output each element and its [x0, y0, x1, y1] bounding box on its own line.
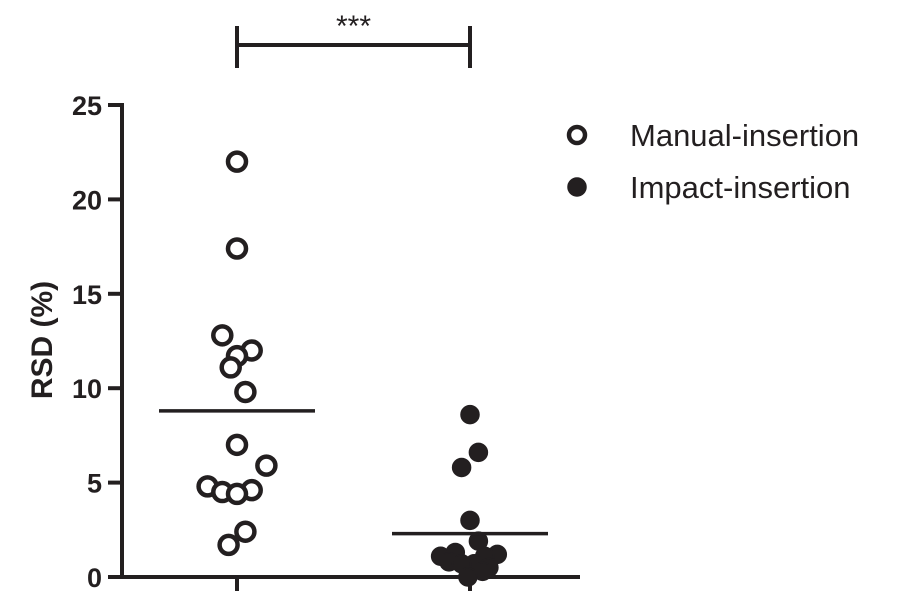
manual-point-7: [234, 380, 257, 404]
impact-point-1: [460, 404, 480, 425]
y-tick-label-0: 0: [87, 563, 102, 593]
y-axis-title: RSD (%): [26, 281, 59, 399]
manual-point-2: [225, 237, 249, 260]
y-tick-label-25: 25: [72, 91, 102, 121]
manual-point-3: [211, 324, 234, 347]
manual-point-9: [255, 454, 278, 477]
manual-point-6: [219, 356, 242, 379]
manual-point-1: [225, 150, 249, 173]
legend: Manual-insertion Impact-insertion: [566, 118, 859, 205]
y-axis: 0 5 10 15 20 25: [72, 91, 124, 593]
data-points: [196, 150, 508, 587]
legend-marker-impact: [567, 177, 587, 197]
x-axis: [120, 575, 580, 591]
impact-point-15: [458, 567, 478, 587]
significance-label: ***: [336, 10, 371, 43]
y-tick-label-10: 10: [72, 374, 102, 404]
legend-marker-manual: [566, 124, 588, 146]
mean-lines: [159, 409, 548, 536]
manual-point-14: [234, 520, 257, 543]
manual-point-8: [225, 433, 249, 457]
legend-label-impact: Impact-insertion: [630, 170, 851, 205]
impact-point-2: [468, 442, 489, 463]
significance-bracket: ***: [235, 10, 472, 68]
y-tick-label-5: 5: [87, 469, 102, 499]
impact-point-3: [451, 457, 472, 478]
manual-point-15: [217, 533, 240, 557]
impact-point-4: [460, 510, 480, 531]
y-tick-label-20: 20: [72, 185, 102, 215]
legend-label-manual: Manual-insertion: [630, 118, 859, 153]
y-tick-label-15: 15: [72, 280, 102, 310]
manual-point-13: [225, 482, 249, 506]
